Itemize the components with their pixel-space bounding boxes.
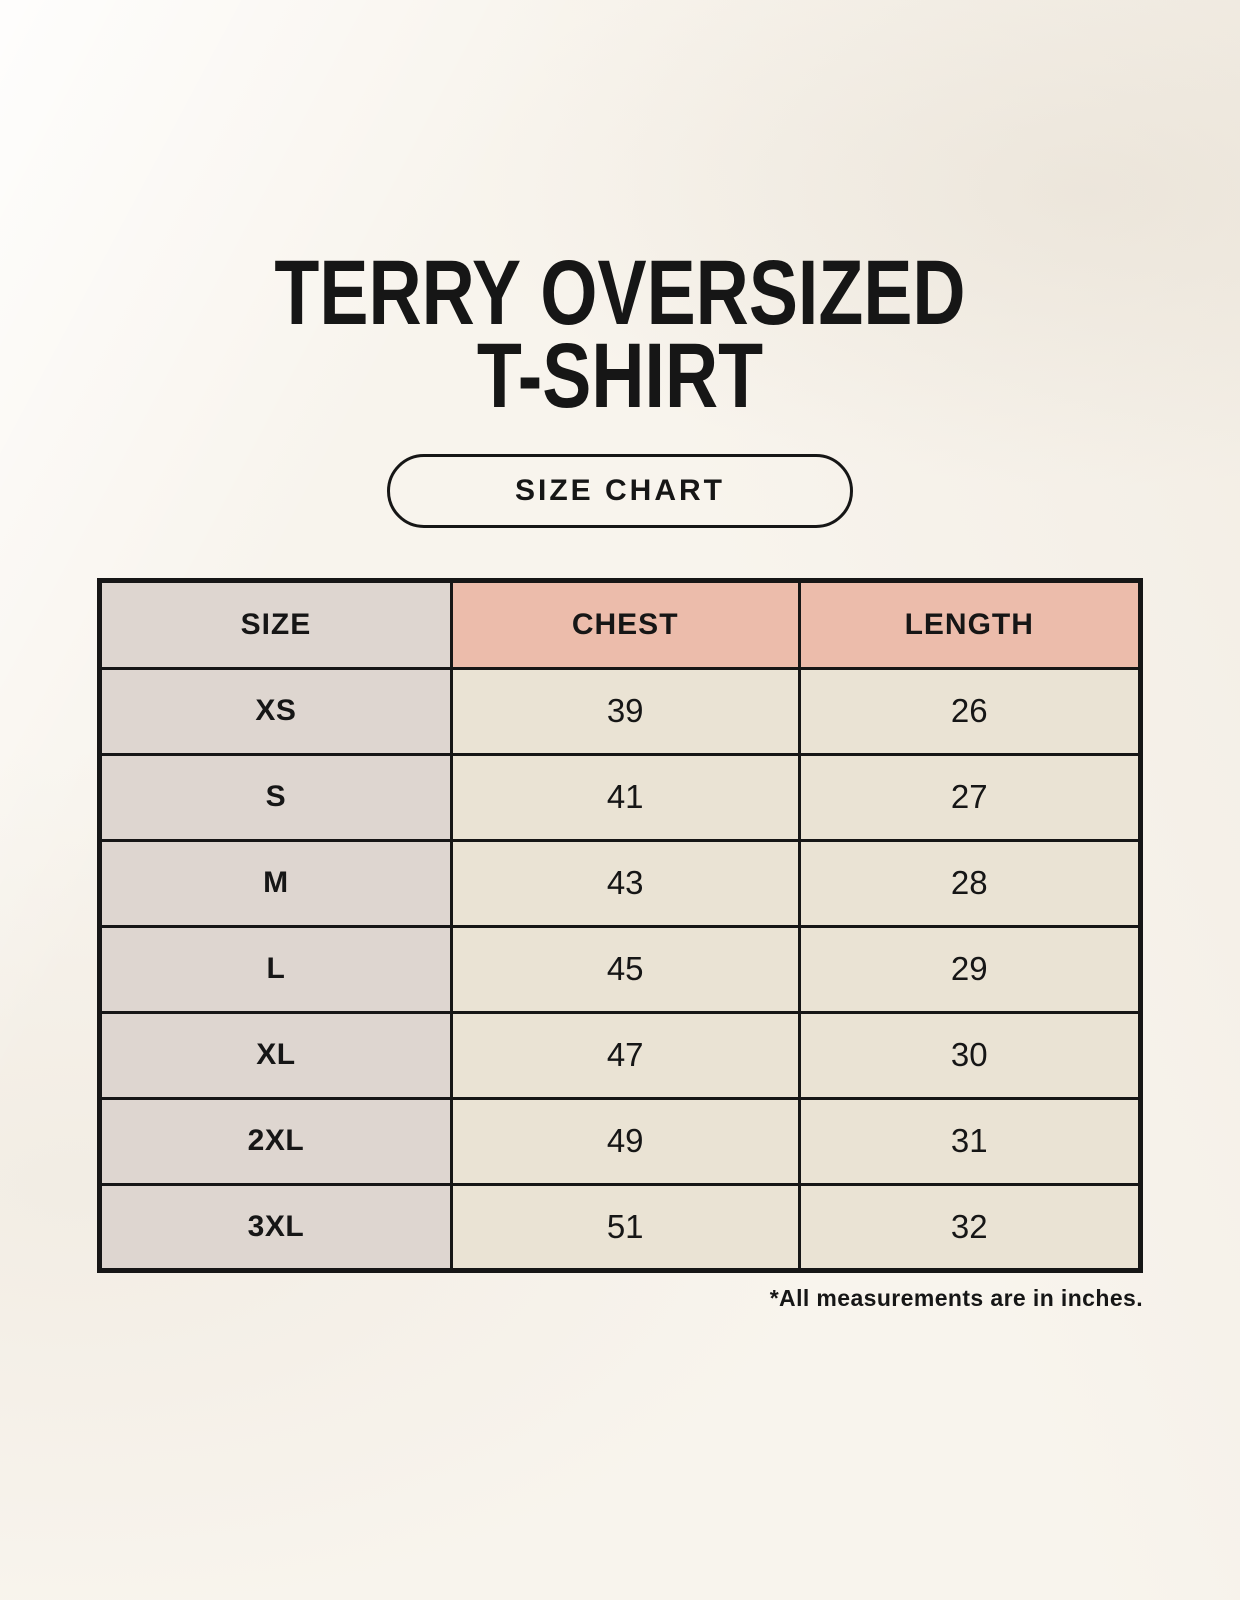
page-title-line-2: T-SHIRT [476, 324, 764, 427]
table-row-2xl: 2XL 49 31 [98, 1096, 1143, 1186]
chest-value: 39 [449, 666, 801, 756]
size-label: M [98, 838, 453, 928]
measurements-footnote: *All measurements are in inches. [769, 1284, 1143, 1311]
table-row-l: L 45 29 [98, 924, 1143, 1014]
size-label: 2XL [98, 1096, 453, 1186]
column-header-size: SIZE [98, 578, 453, 670]
size-label: L [98, 924, 453, 1014]
table-row-xs: XS 39 26 [98, 666, 1143, 756]
size-label: S [98, 752, 453, 842]
page-title-line-1: TERRY OVERSIZED [274, 242, 966, 344]
length-value: 32 [797, 1182, 1143, 1272]
length-value: 28 [797, 838, 1143, 928]
table-row-xl: XL 47 30 [98, 1010, 1143, 1100]
chest-value: 47 [449, 1010, 801, 1100]
chest-value: 45 [449, 924, 801, 1014]
length-value: 29 [797, 924, 1143, 1014]
size-label: XL [98, 1010, 453, 1100]
chest-value: 51 [449, 1182, 801, 1272]
size-chart-table: SIZE CHEST LENGTH XS 39 26 S 41 27 M 43 … [97, 577, 1143, 1273]
size-label: XS [98, 666, 453, 756]
length-value: 27 [797, 752, 1143, 842]
chest-value: 43 [449, 838, 801, 928]
page-title: TERRY OVERSIZED T-SHIRT [0, 0, 1240, 427]
size-chart-button[interactable]: SIZE CHART [387, 453, 853, 528]
length-value: 31 [797, 1096, 1143, 1186]
length-value: 26 [797, 666, 1143, 756]
column-header-chest: CHEST [449, 578, 801, 670]
table-row-m: M 43 28 [98, 838, 1143, 928]
chest-value: 41 [449, 752, 801, 842]
length-value: 30 [797, 1010, 1143, 1100]
column-header-length: LENGTH [797, 578, 1143, 670]
chest-value: 49 [449, 1096, 801, 1186]
size-label: 3XL [98, 1182, 453, 1272]
table-row-3xl: 3XL 51 32 [98, 1182, 1143, 1272]
header-row: SIZE CHEST LENGTH [98, 578, 1143, 670]
table-row-s: S 41 27 [98, 752, 1143, 842]
